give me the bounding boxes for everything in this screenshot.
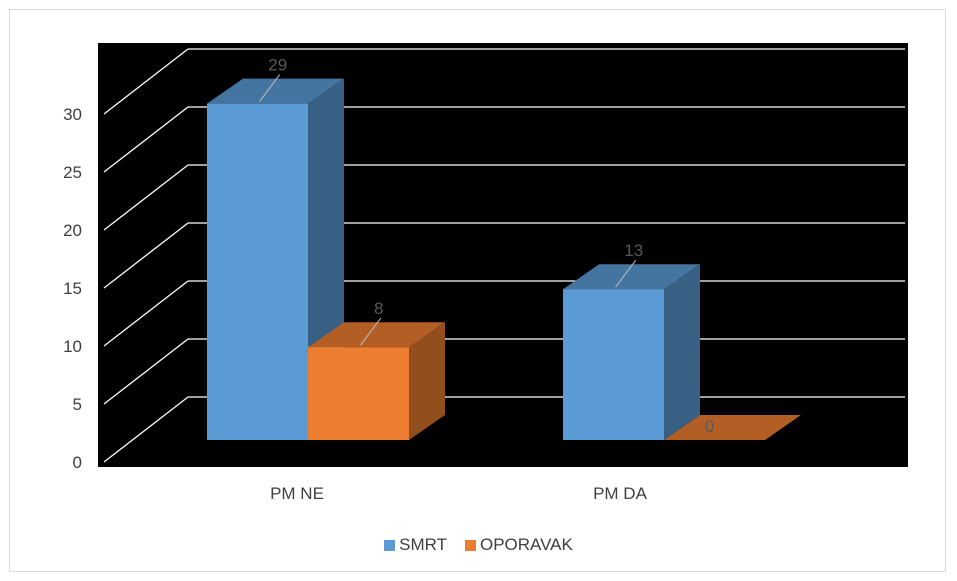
x-category-label: PM DA xyxy=(593,484,648,503)
y-tick-label: 25 xyxy=(63,163,82,182)
data-label: 0 xyxy=(705,417,714,436)
y-tick-label: 0 xyxy=(73,453,82,472)
y-tick-label: 30 xyxy=(63,105,82,124)
data-label: 13 xyxy=(624,241,643,260)
y-tick-label: 10 xyxy=(63,337,82,356)
bar-oporavak-pm-ne xyxy=(308,322,445,440)
y-tick-label: 20 xyxy=(63,221,82,240)
legend-item-smrt: SMRT xyxy=(384,535,447,555)
gridline-side xyxy=(103,48,189,115)
legend-swatch xyxy=(464,539,476,551)
gridline-side xyxy=(103,338,189,405)
gridline-side xyxy=(103,222,189,289)
gridline-side xyxy=(103,164,189,231)
legend-label: SMRT xyxy=(399,535,447,554)
y-tick-label: 15 xyxy=(63,279,82,298)
y-tick-label: 5 xyxy=(73,395,82,414)
bar-oporavak-pm-da xyxy=(664,415,801,440)
gridline-side xyxy=(103,280,189,347)
legend-label: OPORAVAK xyxy=(479,535,573,554)
legend: SMRT OPORAVAK xyxy=(0,535,957,555)
bar-smrt-pm-da xyxy=(563,264,700,440)
legend-swatch xyxy=(384,539,396,551)
leader-line xyxy=(360,317,382,346)
data-label: 8 xyxy=(374,299,383,318)
leader-line xyxy=(615,259,637,288)
data-label: 29 xyxy=(268,56,287,75)
legend-item-oporavak: OPORAVAK xyxy=(464,535,573,555)
leader-line xyxy=(259,74,281,102)
x-category-label: PM NE xyxy=(270,484,324,503)
gridline-side xyxy=(103,396,189,463)
gridline-side xyxy=(103,106,189,173)
